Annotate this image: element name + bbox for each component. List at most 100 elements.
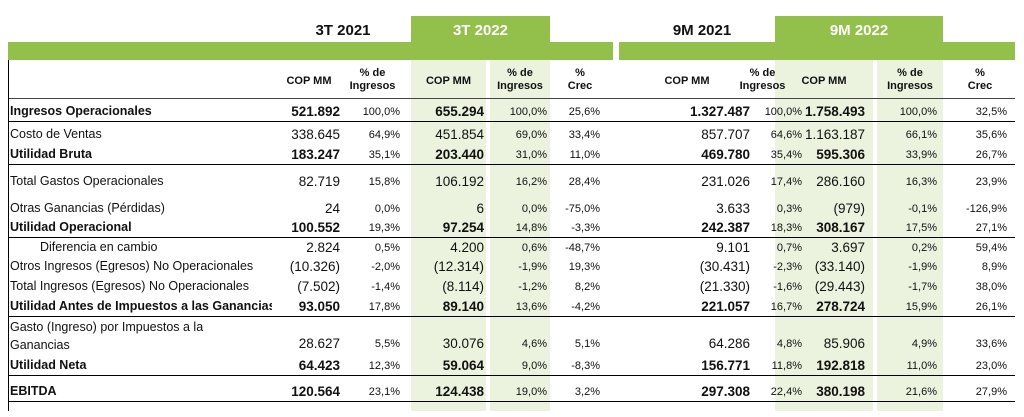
header-separator [8,98,1015,99]
cell-value: (8.114) [442,279,484,294]
row-label: Total Ingresos (Egresos) No Operacionale… [10,279,250,293]
cell-value: 11,0% [906,360,937,372]
cell-value: 11,8% [771,360,802,372]
cell-value: 192.818 [816,358,865,373]
cell-value: 17,4% [770,176,802,188]
cell-value: (29.443) [814,279,865,294]
cell-value: 4.200 [450,240,484,255]
row-underline [8,237,1015,238]
row-label: Otros Ingresos (Egresos) No Operacionale… [10,259,254,273]
cell-value: 15,9% [905,301,937,313]
cell-value: 469.780 [701,147,750,162]
cell-value: 1.758.493 [804,104,865,119]
cell-value: 64,6% [770,129,802,141]
cell-value: 82.719 [298,174,340,189]
highlight-col-9m2022-cop [775,58,873,411]
cell-value: 22,4% [770,386,802,398]
cell-value: 124.438 [435,384,484,399]
cell-value: -75,0% [565,203,600,215]
cell-value: (12.314) [433,259,484,274]
cell-value: 93.050 [298,299,340,314]
cell-value: 203.440 [435,147,484,162]
subheader-text: % de [507,67,533,79]
cell-value: 278.724 [816,299,865,314]
period-3t2021: 3T 2021 [315,22,371,39]
cell-value: -2,3% [773,261,802,273]
row-label: Gasto (Ingreso) por Impuestos a la Gananc… [10,318,272,354]
cell-value: 4,8% [776,338,802,350]
cell-value: 33,6% [975,338,1007,350]
cell-value: 8,9% [981,261,1007,273]
cell-value: 3.697 [831,240,865,255]
cell-value: 242.387 [701,220,750,235]
row-underline [8,164,1015,165]
cell-value: (10.326) [289,259,340,274]
cell-value: 3.633 [716,201,750,216]
cell-value: 12,3% [368,360,400,372]
row-label: Utilidad Antes de Impuestos a las Gananc… [10,299,272,313]
subheader-text: % [575,67,585,79]
subheader-text: COP MM [801,75,847,87]
row-label-line: Ganancias [10,338,70,352]
row-label: Utilidad Neta [10,358,87,372]
highlight-col-3t2022-cop [411,58,486,411]
cell-value: 64.286 [708,336,750,351]
cell-value: 857.707 [701,127,750,142]
cell-value: 11,0% [569,149,600,161]
subheader-col-1: % de Ingresos [340,67,405,93]
cell-value: 100.552 [291,220,340,235]
cell-value: -3,3% [571,222,600,234]
row-label: Ingresos Operacionales [10,104,152,118]
cell-value: 85.906 [823,336,865,351]
cell-value: 4,6% [521,338,547,350]
subheader-text: Ingresos [349,80,396,92]
cell-value: 9,0% [521,360,547,372]
subheader-col-7: COP MM [775,75,873,88]
header-cell-9m2022 [775,16,943,46]
cell-value: 451.854 [435,127,484,142]
cell-value: 655.294 [435,104,484,119]
cell-value: (33.140) [814,259,865,274]
period-9m2022: 9M 2022 [829,22,889,39]
cell-value: 21,6% [905,386,937,398]
cell-value: 15,8% [368,176,400,188]
cell-value: 0,0% [374,203,400,215]
cell-value: 1.327.487 [689,104,750,119]
cell-value: 19,3% [368,222,400,234]
cell-value: 0,5% [374,242,400,254]
cell-value: 297.308 [701,384,750,399]
cell-value: 27,1% [975,222,1007,234]
cell-value: (7.502) [297,279,340,294]
cell-value: 380.198 [816,384,865,399]
cell-value: -126,9% [966,203,1007,215]
subheader-text: Ingresos [739,80,786,92]
subheader-text: % de [359,67,386,79]
cell-value: 286.160 [816,174,865,189]
cell-value: 64.423 [298,358,340,373]
subheader-text: COP MM [664,75,710,87]
period-3t2022: 3T 2022 [452,22,509,39]
highlight-col-9m2022-pct [877,58,943,411]
cell-value: 0,7% [776,242,802,254]
row-underline [8,375,1015,376]
cell-value: 595.306 [816,147,865,162]
cell-value: 59.064 [442,358,484,373]
row-underline [8,121,1015,122]
cell-value: 64,9% [368,129,400,141]
header-band-left [8,42,613,60]
cell-value: 338.645 [291,127,340,142]
cell-value: 35,1% [368,149,400,161]
cell-value: 35,4% [770,149,802,161]
cell-value: 26,7% [975,149,1007,161]
cell-value: -1,7% [908,281,937,293]
cell-value: 19,0% [515,386,547,398]
cell-value: 5,5% [374,338,400,350]
cell-value: 521.892 [291,104,340,119]
cell-value: -1,2% [518,281,547,293]
cell-value: 308.167 [816,220,865,235]
row-label: Utilidad Bruta [10,147,92,161]
subheader-col-8: % de Ingresos [877,67,943,93]
row-underline [8,316,1015,317]
row-label: EBITDA [10,384,57,398]
cell-value: 17,8% [368,301,400,313]
